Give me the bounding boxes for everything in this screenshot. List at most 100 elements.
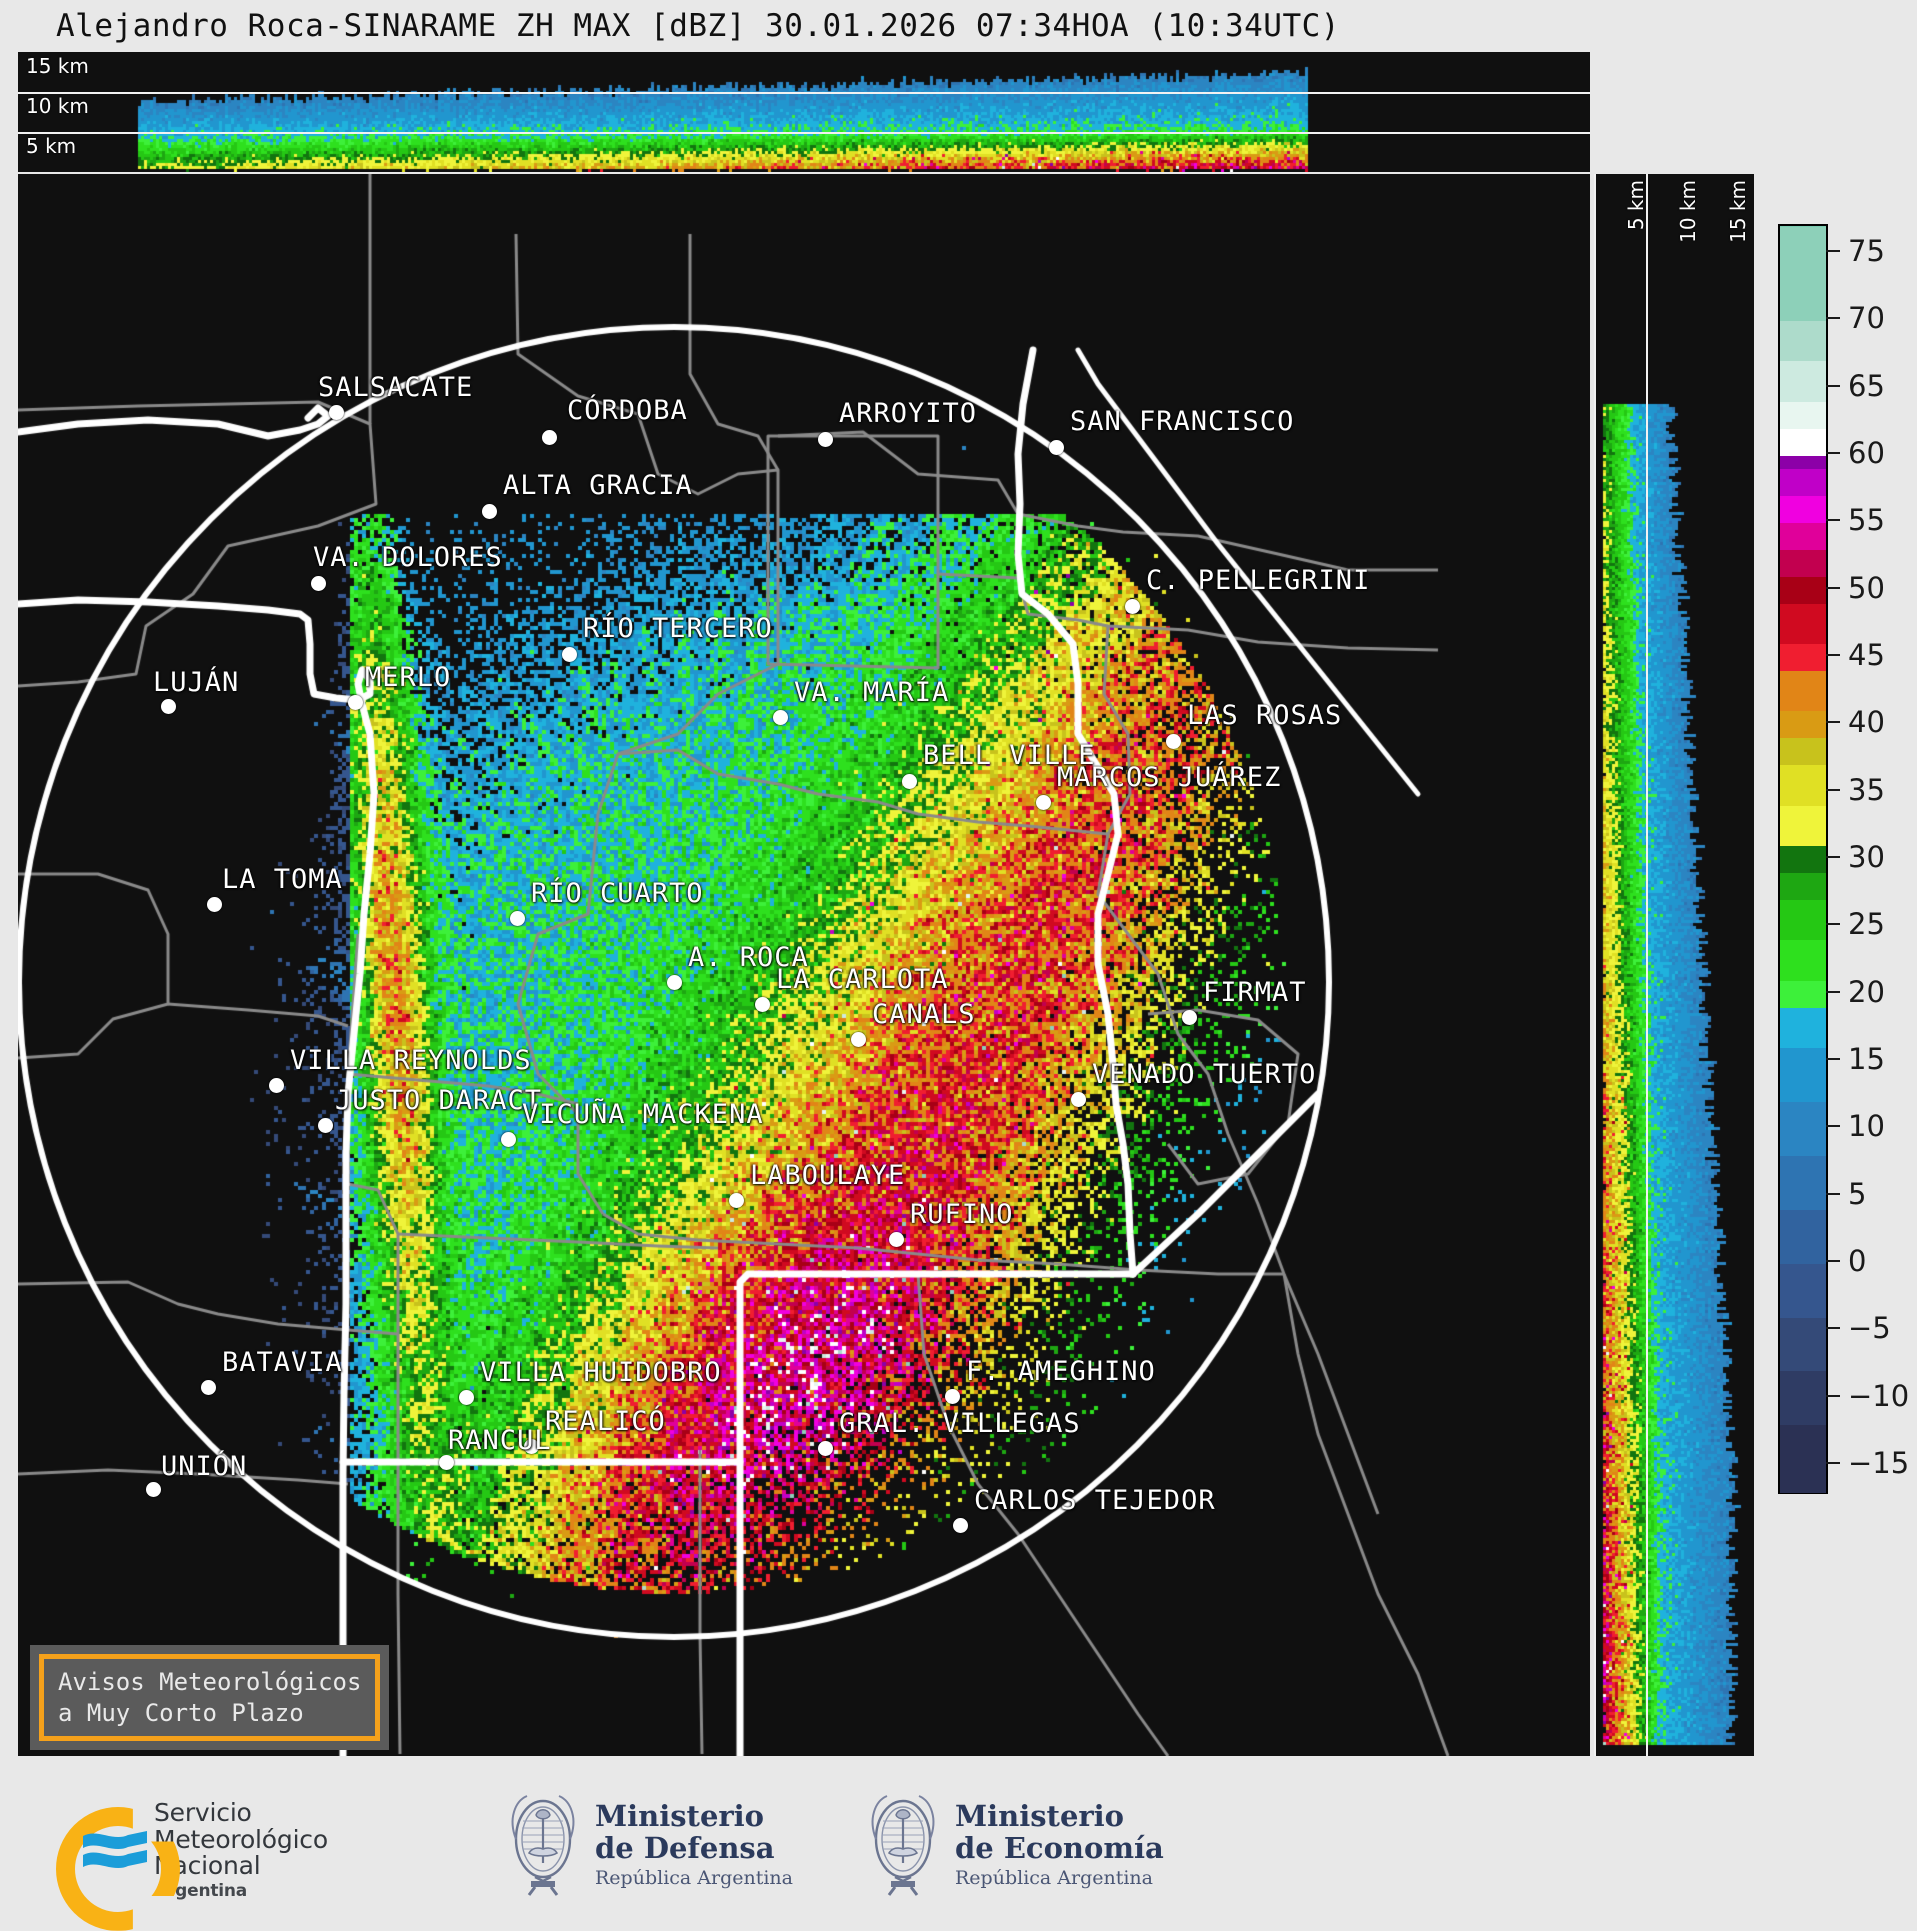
colorbar-tick [1826, 384, 1840, 387]
city-label: LAS ROSAS [1187, 700, 1343, 731]
city-label: LA CARLOTA [776, 964, 949, 995]
city-label: LABOULAYE [750, 1160, 906, 1191]
city-dot [459, 1390, 474, 1405]
colorbar-segment [1780, 1424, 1826, 1493]
colorbar-segment [1780, 576, 1826, 604]
city-label: FIRMAT [1203, 977, 1307, 1008]
smn-line-2: Meteorológico [154, 1824, 328, 1854]
city-label: ARROYITO [839, 398, 978, 429]
city-dot [1036, 795, 1051, 810]
colorbar-tick [1826, 1125, 1840, 1128]
status-badge: Avisos Meteorológicos a Muy Corto Plazo [30, 1645, 390, 1751]
page-title: Alejandro Roca-SINARAME ZH MAX [dBZ] 30.… [56, 8, 1340, 44]
city-label: RANCUL [448, 1425, 552, 1456]
city-dot [902, 774, 917, 789]
logo-ministerio-economia: Ministerio de Economía República Argenti… [865, 1793, 1164, 1897]
colorbar-segment [1780, 939, 1826, 981]
colorbar-segment [1780, 468, 1826, 496]
city-dot [146, 1482, 161, 1497]
city-dot [1166, 734, 1181, 749]
argentina-coat-of-arms-icon [511, 1795, 575, 1896]
colorbar-tick-label: −15 [1848, 1446, 1910, 1481]
city-label: LA TOMA [222, 864, 343, 895]
city-dot [510, 911, 525, 926]
min-economia-line-1: Ministerio [955, 1798, 1125, 1833]
colorbar-tick-label: 25 [1848, 907, 1885, 942]
colorbar-segment [1780, 710, 1826, 739]
city-dot [818, 432, 833, 447]
city-label: F. AMEGHINO [966, 1356, 1156, 1387]
city-dot [1049, 440, 1064, 455]
min-economia-line-2: de Economía [955, 1830, 1164, 1865]
colorbar-ticks: 75 70 65 60 55 50 45 40 35 30 25 20 15 10 5 0 −5 −10 −15 [1826, 224, 1917, 1490]
city-label: RÍO TERCERO [583, 613, 773, 644]
colorbar-segment [1780, 737, 1826, 766]
city-label: BATAVIA [222, 1347, 343, 1378]
logo-smn: Servicio Meteorológico Nacional Argentin… [56, 1799, 328, 1931]
colorbar-tick-label: 15 [1848, 1042, 1885, 1077]
city-label: SAN FRANCISCO [1070, 406, 1295, 437]
city-dot [953, 1518, 968, 1533]
city-dot [667, 975, 682, 990]
height-label-5km-right: 5 km [1624, 180, 1648, 231]
city-dot [348, 695, 363, 710]
colorbar-tick [1826, 519, 1840, 522]
city-dot [207, 897, 222, 912]
city-label: VA. DOLORES [313, 542, 503, 573]
colorbar-segment [1780, 1370, 1826, 1426]
colorbar-tick-label: 50 [1848, 570, 1885, 605]
smn-logo-text: Servicio Meteorológico Nacional Argentin… [154, 1799, 328, 1899]
radar-reflectivity-canvas [18, 174, 1590, 1756]
colorbar-segment [1780, 226, 1826, 321]
colorbar-tick [1826, 249, 1840, 252]
height-line-10km-right [1594, 174, 1596, 1756]
warning-line-1: Avisos Meteorológicos [58, 1668, 362, 1696]
city-label: REALICÓ [545, 1406, 666, 1437]
city-dot [818, 1441, 833, 1456]
height-label-10km-right: 10 km [1676, 180, 1700, 243]
city-label: UNIÓN [161, 1451, 248, 1482]
colorbar-tick [1826, 451, 1840, 454]
ministerio-economia-text: Ministerio de Economía República Argenti… [955, 1798, 1164, 1890]
city-dot [773, 710, 788, 725]
city-dot [439, 1455, 454, 1470]
height-label-15km: 15 km [26, 54, 89, 78]
footer-logos: Servicio Meteorológico Nacional Argentin… [0, 1790, 1917, 1931]
colorbar-tick-label: 55 [1848, 503, 1885, 538]
colorbar-tick-label: 5 [1848, 1176, 1867, 1211]
city-dot [524, 1439, 539, 1454]
city-label: A. ROCA [688, 942, 809, 973]
colorbar-tick [1826, 1058, 1840, 1061]
colorbar-segment [1780, 522, 1826, 550]
colorbar-segment [1780, 549, 1826, 577]
colorbar-segment [1780, 603, 1826, 645]
colorbar-segment [1780, 643, 1826, 672]
colorbar-tick [1826, 1192, 1840, 1195]
height-label-5km: 5 km [26, 134, 77, 158]
colorbar-tick-label: 70 [1848, 301, 1885, 336]
city-dot [1125, 599, 1140, 614]
city-label: VILLA HUIDOBRO [480, 1357, 722, 1388]
city-dot [945, 1389, 960, 1404]
radar-map-panel[interactable]: SALSACATE CÓRDOBA ARROYITO SAN FRANCISCO ALT… [18, 174, 1590, 1756]
city-label: C. PELLEGRINI [1146, 565, 1371, 596]
colorbar-segment [1780, 980, 1826, 1008]
city-label: VENADO TUERTO [1092, 1059, 1317, 1090]
city-label: JUSTO DARACT [335, 1085, 543, 1116]
colorbar-tick [1826, 317, 1840, 320]
colorbar-tick [1826, 856, 1840, 858]
colorbar-segment [1780, 1047, 1826, 1103]
colorbar-segment [1780, 401, 1826, 429]
logo-ministerio-defensa: Ministerio de Defensa República Argentin… [505, 1793, 793, 1897]
city-label: BELL VILLE [923, 740, 1096, 771]
city-label: VICUÑA MACKENA [522, 1099, 764, 1130]
colorbar-segment [1780, 1155, 1826, 1210]
city-dot [318, 1118, 333, 1133]
city-label: MERLO [365, 662, 452, 693]
city-label: CARLOS TEJEDOR [974, 1485, 1216, 1516]
city-dot [562, 647, 577, 662]
argentina-coat-of-arms-icon [871, 1795, 935, 1896]
city-dot [1071, 1092, 1086, 1107]
colorbar-segment [1780, 454, 1826, 470]
colorbar-segment [1780, 495, 1826, 523]
